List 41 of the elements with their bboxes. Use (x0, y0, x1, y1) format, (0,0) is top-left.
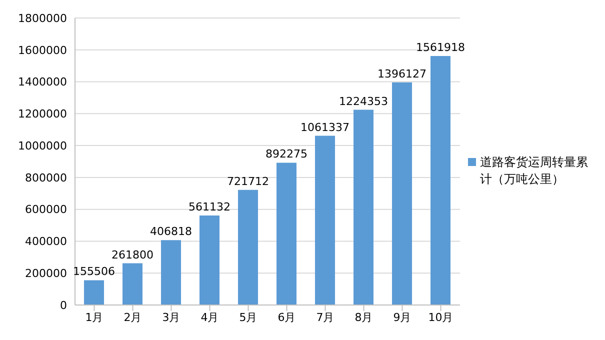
y-tick-label: 1200000 (18, 108, 67, 121)
data-label: 261800 (112, 248, 154, 262)
x-tick-label: 6月 (278, 310, 296, 324)
bar (161, 240, 181, 305)
legend-label: 道路客货运周转量累计（万吨公里） (480, 154, 589, 188)
bar (392, 82, 412, 305)
data-label: 1396127 (378, 67, 426, 80)
y-tick-label: 1400000 (18, 76, 67, 89)
bar (315, 136, 335, 305)
y-tick-label: 400000 (25, 235, 67, 248)
x-tick-label: 3月 (162, 310, 180, 324)
bar (200, 216, 220, 305)
y-tick-label: 200000 (25, 267, 67, 280)
data-label: 721712 (227, 174, 269, 188)
y-tick-label: 800000 (25, 171, 67, 184)
y-tick-label: 1000000 (18, 139, 67, 152)
data-label: 406818 (150, 225, 192, 238)
data-label: 561132 (188, 200, 230, 214)
y-tick-label: 0 (60, 298, 67, 312)
x-tick-label: 10月 (428, 310, 454, 324)
bar (84, 280, 104, 305)
data-label: 1224353 (339, 94, 388, 108)
x-tick-label: 1月 (85, 310, 104, 324)
x-tick-label: 8月 (354, 310, 373, 324)
y-tick-label: 1800000 (18, 12, 67, 25)
x-tick-label: 4月 (200, 310, 219, 324)
data-label: 892275 (266, 148, 308, 161)
y-tick-label: 1600000 (18, 44, 67, 57)
x-tick-label: 7月 (316, 310, 334, 324)
data-label: 1061337 (300, 120, 350, 134)
x-tick-label: 2月 (124, 310, 142, 324)
y-tick-label: 600000 (25, 203, 67, 216)
bar (276, 162, 296, 305)
data-label: 155506 (73, 265, 115, 278)
bar (122, 263, 142, 305)
x-tick-label: 5月 (239, 310, 258, 324)
bar (430, 56, 450, 305)
data-label: 1561918 (416, 40, 465, 54)
x-tick-label: 9月 (393, 310, 412, 324)
bar (238, 190, 258, 305)
bar (354, 110, 374, 305)
